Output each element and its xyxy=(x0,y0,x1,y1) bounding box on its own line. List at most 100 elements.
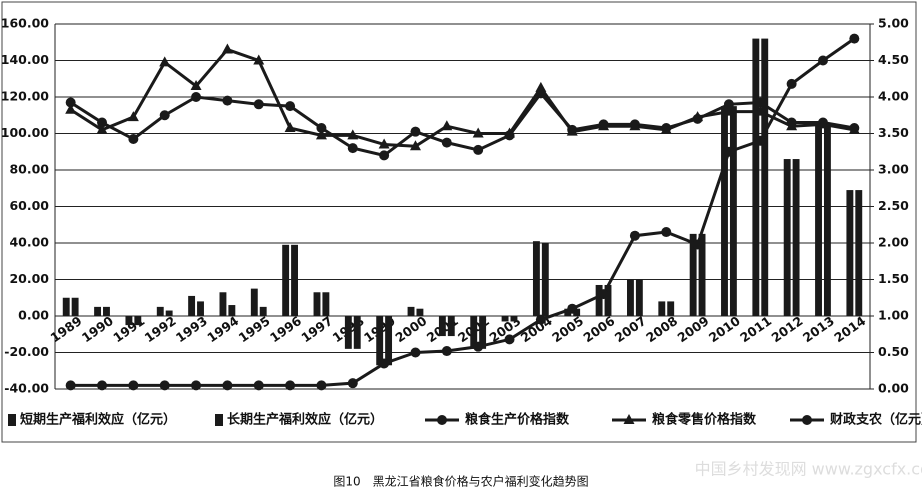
line-point xyxy=(473,144,484,155)
legend-label: 粮食生产价格指数 xyxy=(465,412,570,428)
y-tick-label: 140.00 xyxy=(1,52,50,67)
line-point xyxy=(96,123,108,134)
bar xyxy=(604,284,612,316)
line-point xyxy=(692,239,703,250)
line-point xyxy=(410,126,421,137)
line-point xyxy=(347,143,358,154)
y-tick-label: -20.00 xyxy=(4,344,49,359)
line-point xyxy=(754,105,766,116)
bar xyxy=(689,233,697,316)
bar xyxy=(698,233,706,316)
line-point xyxy=(660,123,672,134)
line-point xyxy=(817,118,829,129)
bar xyxy=(846,190,854,316)
bar xyxy=(71,297,79,316)
line-point xyxy=(128,380,139,391)
line-point xyxy=(159,380,170,391)
bar xyxy=(291,244,298,316)
line-point xyxy=(222,95,233,106)
line-point xyxy=(190,80,202,91)
line-point xyxy=(97,380,108,391)
bar xyxy=(627,279,634,316)
y2-tick-label: 4.00 xyxy=(878,89,909,104)
bar xyxy=(752,38,760,316)
bar xyxy=(94,306,102,316)
bar xyxy=(783,159,791,316)
y-tick-label: 20.00 xyxy=(9,271,49,286)
line xyxy=(70,37,856,387)
y2-tick-label: 0.50 xyxy=(878,344,909,359)
x-tick-label: 1992 xyxy=(142,313,179,345)
y-tick-label: 120.00 xyxy=(1,89,50,104)
line-point xyxy=(849,33,860,44)
line-point xyxy=(598,120,610,131)
bar xyxy=(635,279,643,316)
bar xyxy=(188,295,196,316)
line-point xyxy=(629,230,640,241)
line xyxy=(69,90,855,158)
bar xyxy=(532,241,540,316)
y2-tick-label: 4.50 xyxy=(878,52,909,67)
line-point xyxy=(379,150,390,161)
line-point xyxy=(284,122,296,133)
x-tick-label: 1994 xyxy=(204,313,241,345)
line-point xyxy=(566,125,578,136)
line-point xyxy=(221,43,233,54)
bar xyxy=(250,288,258,316)
x-tick-label: 1995 xyxy=(236,313,273,345)
line-point xyxy=(127,111,139,122)
bar xyxy=(197,301,204,316)
line-point xyxy=(723,105,735,116)
y-tick-label: 100.00 xyxy=(1,125,50,140)
line-point xyxy=(535,314,546,325)
y-tick-label: 0.00 xyxy=(18,308,49,323)
line-point xyxy=(159,110,170,121)
bar xyxy=(228,305,236,316)
bar xyxy=(385,316,393,366)
bar xyxy=(259,306,267,316)
line-point xyxy=(285,380,296,391)
bar xyxy=(855,190,863,316)
line-point xyxy=(567,303,578,314)
line-point xyxy=(692,111,704,122)
x-tick-label: 1993 xyxy=(173,313,210,345)
line-point xyxy=(598,289,609,300)
line xyxy=(69,47,855,148)
x-tick-label: 2006 xyxy=(580,313,617,345)
bar xyxy=(416,308,424,316)
line-point xyxy=(253,54,265,65)
line-point xyxy=(65,380,76,391)
bar xyxy=(658,301,666,316)
bar xyxy=(729,106,737,316)
bar xyxy=(447,316,455,337)
bar xyxy=(103,306,110,316)
x-tick-label: 2014 xyxy=(831,313,868,345)
bar xyxy=(322,292,330,316)
bar xyxy=(282,244,290,316)
line-point xyxy=(347,378,358,389)
bar xyxy=(156,306,164,316)
bar xyxy=(541,243,549,316)
line-point xyxy=(285,101,296,112)
line-point xyxy=(409,140,421,151)
y2-tick-label: 3.00 xyxy=(878,162,909,177)
bar xyxy=(595,284,603,316)
bar xyxy=(573,308,581,316)
legend-marker xyxy=(802,415,812,425)
y-tick-label: 60.00 xyxy=(9,198,49,213)
x-tick-label: 2009 xyxy=(674,313,711,345)
line-point xyxy=(315,129,327,140)
y2-tick-label: 5.00 xyxy=(878,16,909,31)
bar xyxy=(344,316,352,349)
bar xyxy=(125,316,133,326)
line-point xyxy=(347,129,359,140)
line-point xyxy=(472,127,484,138)
caption: 图10 黑龙江省粮食价格与农户福利变化趋势图 xyxy=(333,474,588,489)
bar xyxy=(376,316,384,366)
line-point xyxy=(65,103,77,114)
bar xyxy=(353,316,361,349)
line-point xyxy=(535,81,547,92)
bar xyxy=(165,310,173,316)
legend-label: 财政支农（亿元） xyxy=(830,412,922,428)
bar xyxy=(564,308,572,316)
